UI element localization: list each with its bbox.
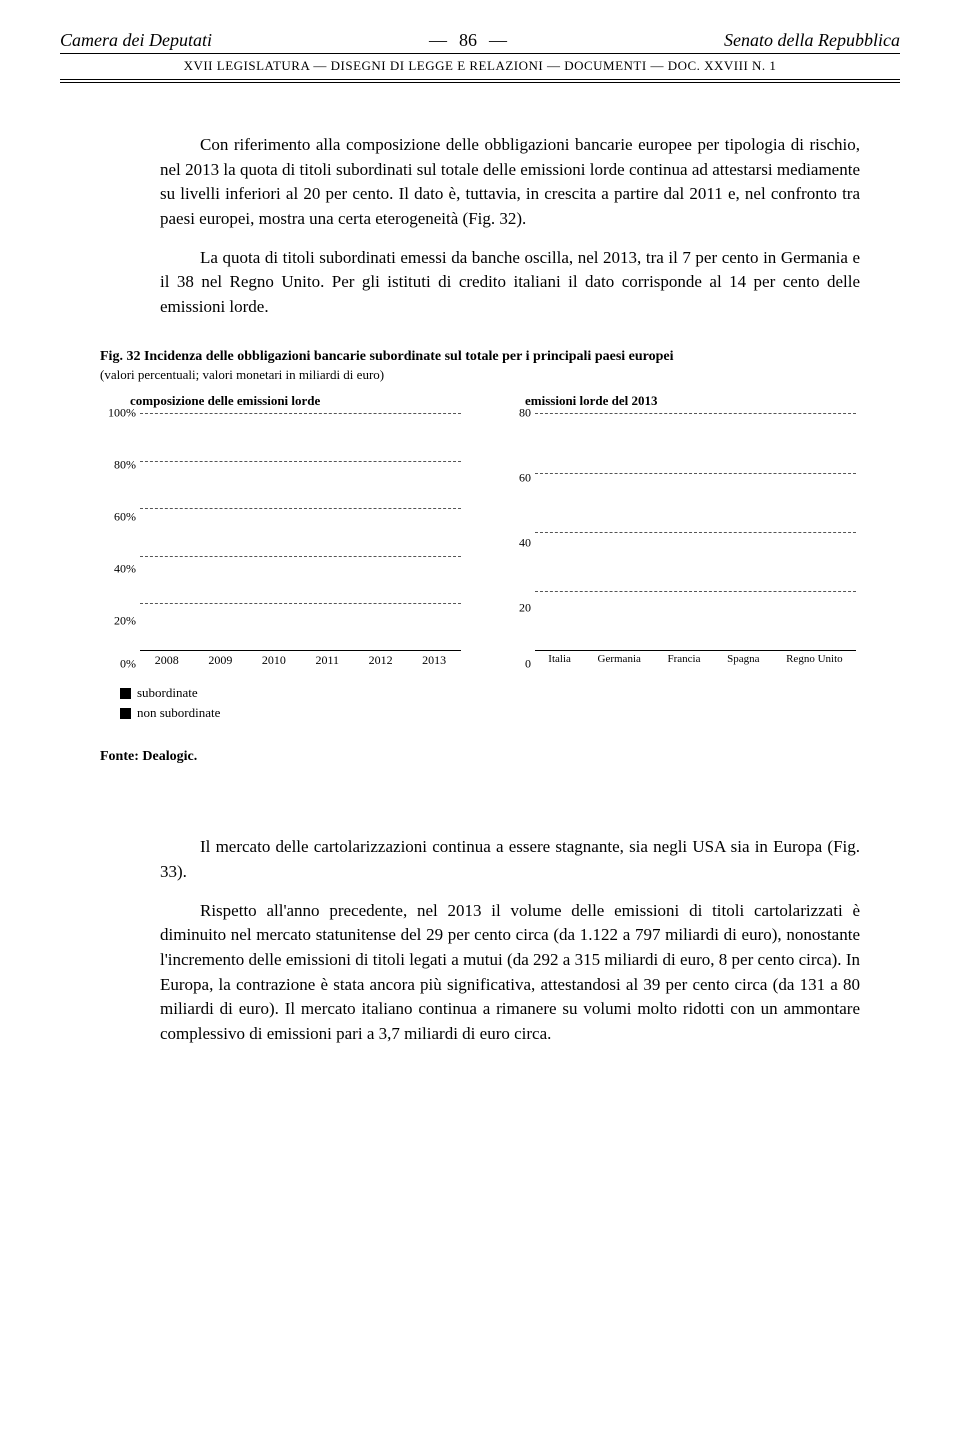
figure-subcaption: (valori percentuali; valori monetari in … [100, 367, 860, 383]
chart-area: 80 60 40 20 0 ItaliaGermaniaFranciaSpagn… [495, 413, 860, 673]
bars-container [535, 413, 856, 650]
y-axis-label: 80 [495, 406, 531, 421]
body-text-block-2: Il mercato delle cartolarizzazioni conti… [160, 835, 860, 1046]
y-axis-label: 60% [100, 510, 136, 525]
paragraph: La quota di titoli subordinati emessi da… [160, 246, 860, 320]
x-axis-label: 2008 [155, 653, 179, 673]
page-header: Camera dei Deputati — 86 — Senato della … [60, 30, 900, 54]
x-axis-label: Spagna [727, 653, 759, 673]
y-axis-label: 0% [100, 657, 136, 672]
legend-label: subordinate [137, 685, 198, 701]
header-right: Senato della Repubblica [724, 30, 900, 51]
x-axis-label: Germania [598, 653, 641, 673]
chart-composition: composizione delle emissioni lorde 100% … [100, 393, 465, 673]
x-axis-label: 2010 [262, 653, 286, 673]
y-axis-label: 20 [495, 601, 531, 616]
chart-title: emissioni lorde del 2013 [525, 393, 860, 409]
legend-item: non subordinate [120, 705, 860, 721]
x-axis-label: Regno Unito [786, 653, 843, 673]
header-left: Camera dei Deputati [60, 30, 212, 51]
chart-plot [140, 413, 461, 651]
figure-source: Fonte: Dealogic. [100, 749, 860, 765]
y-axis-label: 80% [100, 458, 136, 473]
x-axis-labels: Italia Germania Francia Spagna Regno Unito [535, 653, 856, 673]
y-axis-label: 40% [100, 562, 136, 577]
x-axis-label: Italia [548, 653, 571, 673]
paragraph: Il mercato delle cartolarizzazioni conti… [160, 835, 860, 884]
legend-swatch-icon [120, 708, 131, 719]
chart-legend: subordinate non subordinate [120, 685, 860, 721]
chart-emissions-2013: emissioni lorde del 2013 80 60 40 20 0 I… [495, 393, 860, 673]
paragraph: Rispetto all'anno precedente, nel 2013 i… [160, 899, 860, 1047]
x-axis-label: 2009 [208, 653, 232, 673]
chart-title: composizione delle emissioni lorde [130, 393, 465, 409]
x-axis-label: Francia [668, 653, 701, 673]
legend-swatch-icon [120, 688, 131, 699]
body-text-block-1: Con riferimento alla composizione delle … [160, 133, 860, 319]
header-rule [60, 81, 900, 83]
x-axis-labels: 2008 2009 2010 2011 2012 2013 [140, 653, 461, 673]
page-subheader: XVII LEGISLATURA — DISEGNI DI LEGGE E RE… [60, 54, 900, 80]
chart-area: 100% 80% 60% 40% 20% 0% 2008200920102011… [100, 413, 465, 673]
y-axis-label: 60 [495, 471, 531, 486]
y-axis-label: 20% [100, 614, 136, 629]
header-center: — 86 — [429, 30, 507, 51]
paragraph: Con riferimento alla composizione delle … [160, 133, 860, 232]
legend-item: subordinate [120, 685, 860, 701]
x-axis-label: 2013 [422, 653, 446, 673]
charts-row: composizione delle emissioni lorde 100% … [100, 393, 860, 673]
legend-label: non subordinate [137, 705, 220, 721]
bars-container [140, 413, 461, 650]
chart-plot [535, 413, 856, 651]
x-axis-label: 2011 [315, 653, 339, 673]
page-number: 86 [459, 30, 477, 51]
y-axis-label: 100% [100, 406, 136, 421]
y-axis-label: 0 [495, 657, 531, 672]
y-axis-label: 40 [495, 536, 531, 551]
figure-caption: Fig. 32 Incidenza delle obbligazioni ban… [100, 349, 860, 365]
x-axis-label: 2012 [369, 653, 393, 673]
